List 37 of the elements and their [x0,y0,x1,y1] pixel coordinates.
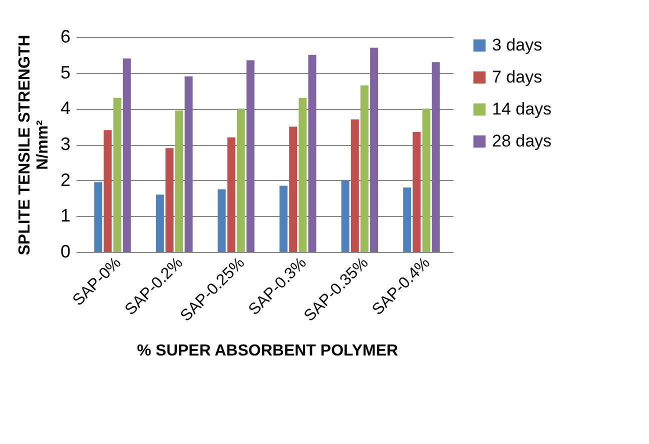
y-tick-label: 5 [60,62,70,82]
bar [218,189,226,252]
y-tick-label: 0 [60,242,70,262]
bar [360,85,368,252]
bar [289,126,298,252]
bar [298,98,307,252]
y-tick-label: 3 [60,134,70,154]
bar [341,180,350,252]
legend-label: 28 days [492,132,552,150]
bar [94,182,102,252]
bar [432,62,440,252]
y-tick-label: 1 [60,206,70,226]
bar [370,48,378,252]
y-tick-label: 6 [60,26,70,46]
bar [412,132,421,252]
bar [175,110,184,252]
bar [122,58,131,252]
bar [280,186,288,252]
legend-label: 14 days [492,100,552,118]
legend-label: 7 days [492,68,542,86]
bar [156,194,164,252]
bar [184,76,193,252]
x-axis-title: % SUPER ABSORBENT POLYMER [136,342,398,360]
bar [227,137,236,252]
y-axis-title: SPLITE TENSILE STRENGTH N/mm² [16,34,52,256]
bar [104,130,112,252]
bar [246,60,254,252]
y-tick-label: 4 [60,98,70,118]
legend-label: 3 days [492,36,542,54]
y-tick-label: 2 [60,170,70,190]
bar [236,108,245,252]
bar [308,54,316,252]
bar [113,98,122,252]
bar [166,148,174,252]
bar [422,108,430,252]
bar [350,119,359,252]
bar [403,188,412,252]
